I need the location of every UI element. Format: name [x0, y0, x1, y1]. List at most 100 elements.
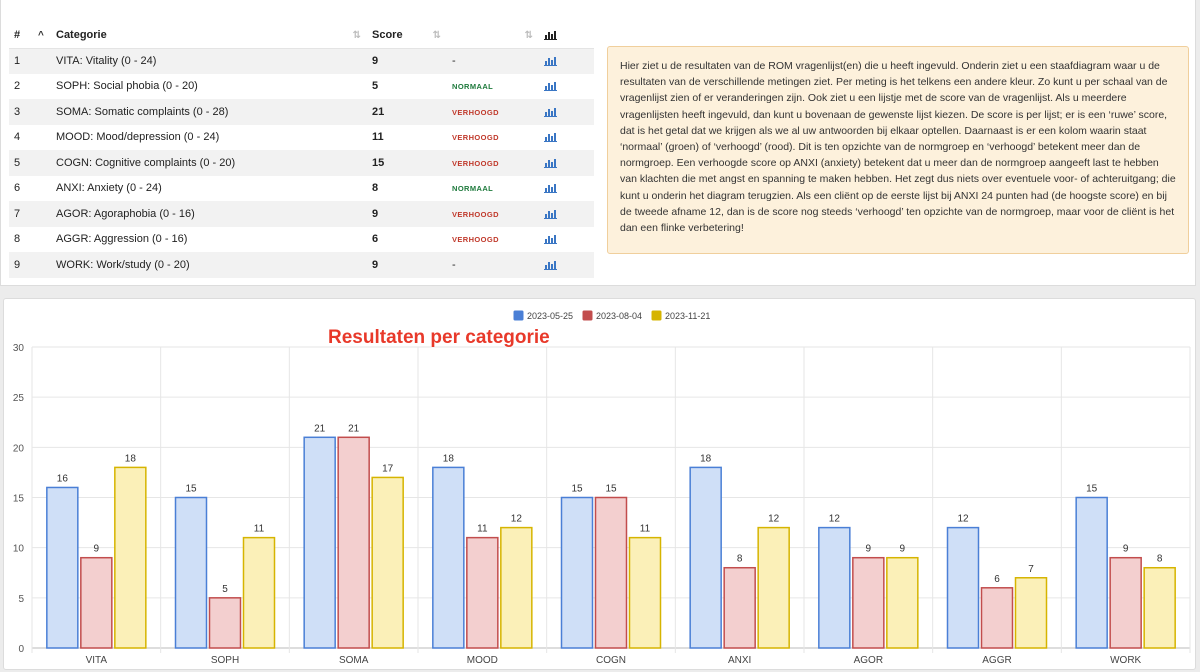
- data-label: 15: [605, 484, 617, 495]
- sort-icon: ⇅: [432, 30, 441, 41]
- row-score: 9: [367, 252, 447, 278]
- bar-anxi-2023-11-21: [757, 526, 790, 649]
- row-score: 21: [367, 99, 447, 125]
- row-status: -: [447, 48, 539, 74]
- data-label: 18: [443, 453, 455, 464]
- bar-chart: 0 5 10 15 20 25 30 16 9 18 VITA 15 5 11 SOPH 21 21 17 SOMA…: [13, 310, 1191, 666]
- column-header-status[interactable]: ⇅: [447, 22, 539, 49]
- column-header-score[interactable]: Score ⇅: [367, 22, 447, 49]
- row-graph-button[interactable]: [539, 201, 594, 227]
- row-status: VERHOOGD: [447, 99, 539, 125]
- data-label: 18: [700, 453, 712, 464]
- row-index: 5: [9, 150, 33, 176]
- bar-chart-icon: [544, 30, 557, 40]
- row-graph-button[interactable]: [539, 48, 594, 74]
- sort-icon: ⇅: [352, 30, 361, 41]
- column-header-graph[interactable]: [539, 22, 594, 49]
- data-label: 9: [1123, 544, 1129, 555]
- bar-agor-2023-05-25: [818, 526, 851, 649]
- row-index: 7: [9, 201, 33, 227]
- status-badge: VERHOOGD: [452, 133, 499, 143]
- row-category: SOPH: Social phobia (0 - 20): [56, 80, 198, 93]
- sort-ascending-button[interactable]: ^: [33, 22, 51, 49]
- bar-mood-2023-11-21: [500, 526, 533, 649]
- row-index: 3: [9, 99, 33, 125]
- row-status: NORMAAL: [447, 176, 539, 202]
- row-graph-button[interactable]: [539, 252, 594, 278]
- row-graph-button[interactable]: [539, 150, 594, 176]
- row-graph-button[interactable]: [539, 125, 594, 151]
- x-tick-label: MOOD: [467, 655, 498, 666]
- y-tick-label: 25: [13, 393, 25, 404]
- row-index: 4: [14, 131, 21, 144]
- row-category: AGOR: Agoraphobia (0 - 16): [51, 201, 367, 227]
- table-header-row: # ^ Categorie ⇅ Score ⇅ ⇅: [9, 22, 594, 49]
- table-row: 5 COGN: Cognitive complaints (0 - 20) 15 VE…: [9, 150, 594, 176]
- y-tick-label: 10: [13, 544, 25, 555]
- legend-swatch: [651, 310, 662, 321]
- row-spacer: [33, 125, 51, 151]
- row-spacer: [33, 99, 51, 125]
- table-row: 3 SOMA: Somatic complaints (0 - 28) 21 VERH…: [9, 99, 594, 125]
- row-spacer: [33, 48, 51, 74]
- status-badge: NORMAAL: [452, 82, 494, 92]
- row-graph-button[interactable]: [539, 74, 594, 100]
- data-label: 15: [185, 484, 197, 495]
- row-index: 1: [9, 48, 33, 74]
- bar-chart-icon: [544, 158, 557, 168]
- row-category: SOMA: Somatic complaints (0 - 28): [51, 99, 367, 125]
- data-label: 12: [511, 514, 523, 525]
- y-tick-label: 0: [18, 644, 24, 655]
- row-index: 8: [14, 233, 21, 246]
- bar-chart-icon: [544, 82, 557, 92]
- row-status: VERHOOGD: [447, 125, 539, 151]
- bar-soma-2023-08-04: [337, 436, 370, 649]
- bar-chart-icon: [544, 107, 557, 117]
- bar-soph-2023-11-21: [242, 536, 276, 649]
- row-status: VERHOOGD: [447, 201, 539, 227]
- bar-chart-icon: [544, 235, 557, 245]
- row-category: MOOD: Mood/depression (0 - 24): [56, 131, 220, 144]
- data-label: 9: [900, 544, 906, 555]
- row-index: 9: [9, 252, 33, 278]
- chart-panel: 0 5 10 15 20 25 30 16 9 18 VITA 15 5 11 SOPH 21 21 17 SOMA…: [3, 298, 1196, 670]
- data-label: 21: [314, 423, 326, 434]
- status-badge: -: [452, 55, 456, 67]
- row-spacer: [33, 74, 51, 100]
- row-score: 8: [372, 182, 379, 195]
- bar-work-2023-08-04: [1109, 556, 1142, 649]
- info-box: Hier ziet u de resultaten van de ROM vra…: [607, 46, 1189, 254]
- bar-anxi-2023-08-04: [723, 566, 756, 649]
- row-graph-button[interactable]: [539, 99, 594, 125]
- y-tick-label: 15: [13, 494, 25, 505]
- row-score: 11: [372, 131, 384, 144]
- row-graph-button[interactable]: [539, 227, 594, 253]
- column-header-index[interactable]: #: [9, 22, 33, 49]
- status-badge: -: [452, 258, 456, 271]
- table-row: 9 WORK: Work/study (0 - 20) 9-: [9, 252, 594, 278]
- table-row: 7 AGOR: Agoraphobia (0 - 16) 9 VERHOOGD: [9, 201, 594, 227]
- bar-agor-2023-11-21: [886, 556, 919, 649]
- row-spacer: [33, 252, 51, 278]
- table-row: 6 ANXI: Anxiety (0 - 24) 8 NORMAAL: [9, 176, 594, 202]
- data-label: 5: [222, 584, 228, 595]
- bar-work-2023-11-21: [1143, 566, 1176, 649]
- data-label: 8: [737, 554, 743, 565]
- data-label: 9: [94, 544, 100, 555]
- x-tick-label: AGOR: [854, 655, 883, 666]
- row-spacer: [33, 150, 51, 176]
- legend-swatch: [513, 310, 524, 321]
- row-status: NORMAAL: [447, 74, 539, 100]
- status-badge: VERHOOGD: [452, 235, 499, 245]
- data-label: 16: [57, 473, 69, 484]
- row-spacer: [33, 176, 51, 202]
- bar-cogn-2023-05-25: [560, 496, 594, 649]
- x-tick-label: SOMA: [339, 655, 369, 666]
- x-tick-label: SOPH: [211, 655, 239, 666]
- data-label: 11: [477, 524, 488, 535]
- bar-mood-2023-05-25: [432, 466, 465, 649]
- data-label: 18: [125, 453, 137, 464]
- row-graph-button[interactable]: [539, 176, 594, 202]
- bar-soph-2023-05-25: [174, 496, 208, 649]
- column-header-category[interactable]: Categorie ⇅: [51, 22, 367, 49]
